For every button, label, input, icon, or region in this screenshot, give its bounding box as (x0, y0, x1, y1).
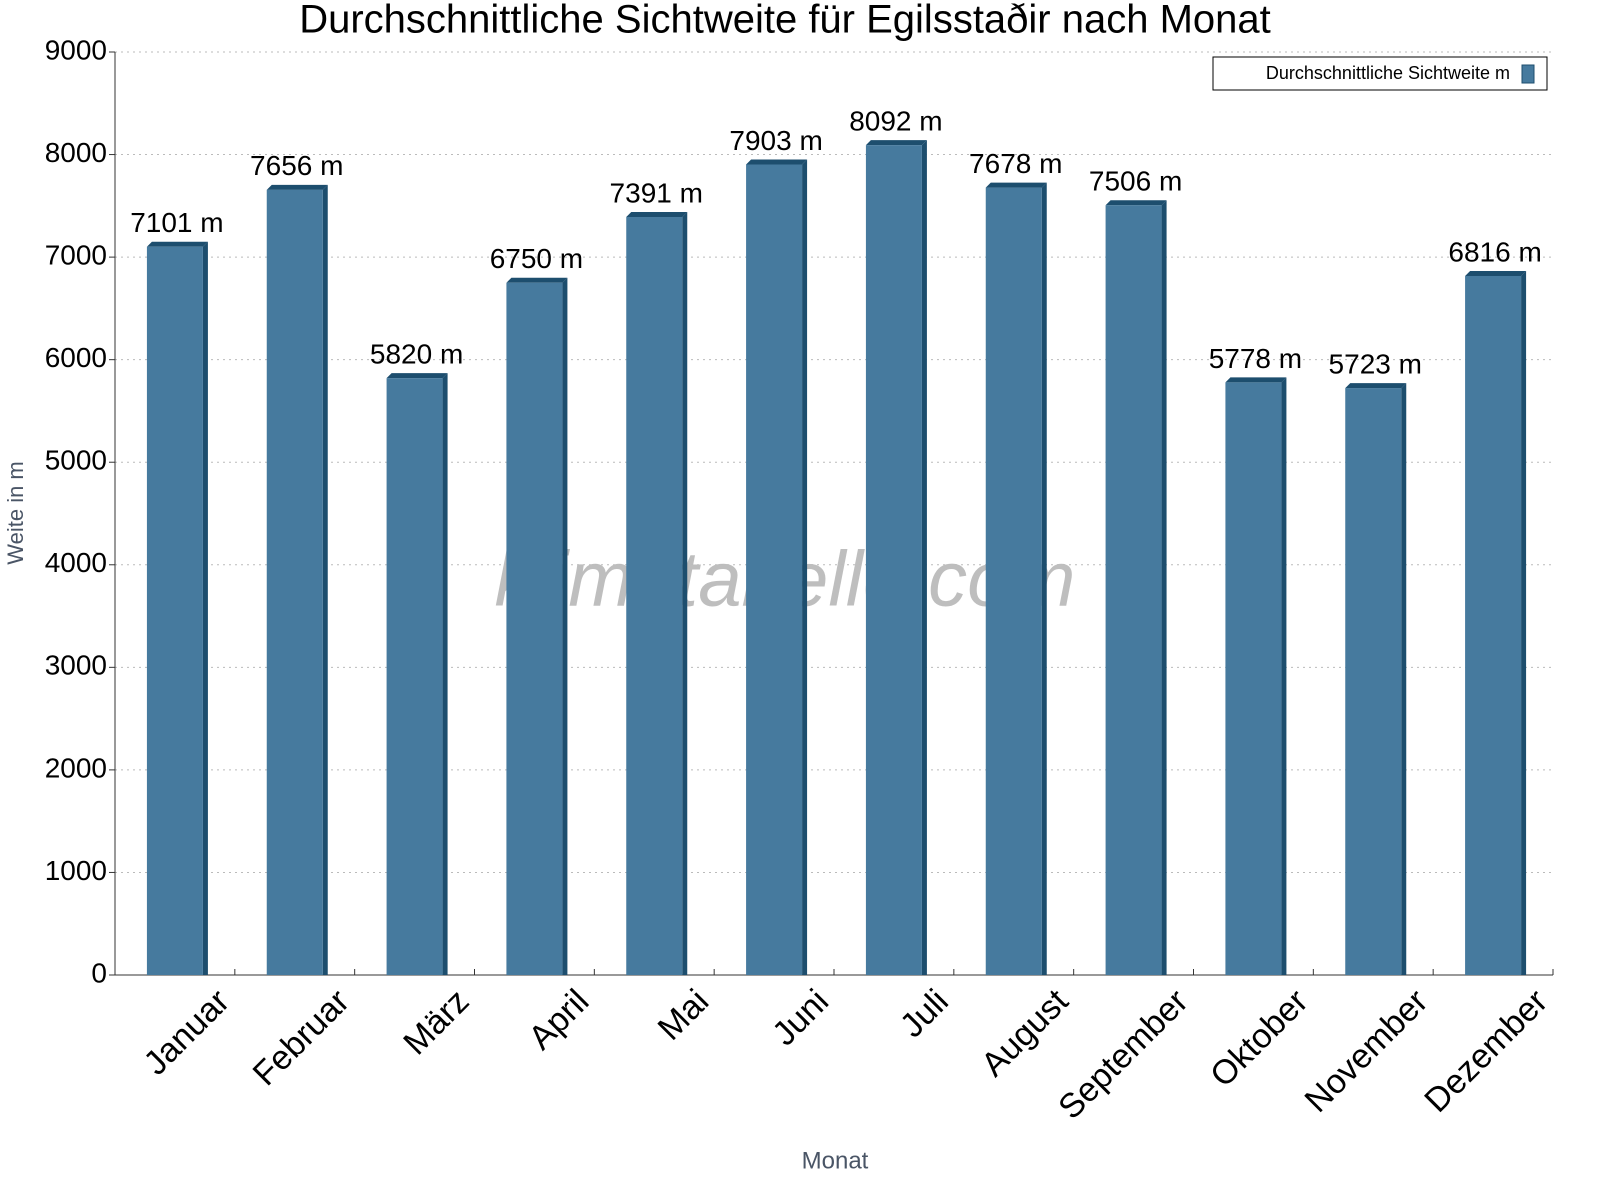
bar (746, 164, 803, 976)
bar (146, 246, 203, 976)
bar-side (1041, 182, 1047, 976)
y-tick-label: 3000 (45, 650, 107, 681)
bar-side (442, 373, 448, 975)
data-label: 7903 m (729, 125, 822, 156)
bar (1105, 205, 1162, 975)
bar-side (322, 184, 328, 976)
bar-side (1281, 377, 1287, 976)
bar-top (1465, 270, 1527, 276)
bar-top (746, 159, 808, 165)
bar (1345, 388, 1402, 975)
bar (626, 217, 683, 975)
y-tick-label: 7000 (45, 240, 107, 271)
bar-top (506, 277, 568, 283)
bar-side (1521, 270, 1527, 975)
y-tick-label: 6000 (45, 342, 107, 373)
bar-side (1401, 383, 1407, 975)
bar (266, 189, 323, 976)
data-label: 5778 m (1209, 343, 1302, 374)
data-label: 7678 m (969, 148, 1062, 179)
bar (985, 187, 1042, 976)
data-label: 7391 m (610, 177, 703, 208)
y-tick-label: 1000 (45, 855, 107, 886)
data-label: 7101 m (130, 207, 223, 238)
bar-side (682, 212, 688, 975)
bar-top (865, 140, 927, 146)
y-axis-label: Weite in m (3, 461, 28, 565)
bar (506, 282, 563, 975)
chart-title: Durchschnittliche Sichtweite für Egilsst… (299, 0, 1271, 42)
bar-side (921, 140, 927, 976)
y-tick-label: 0 (91, 957, 107, 988)
bar-top (266, 184, 328, 190)
bar-top (146, 241, 208, 247)
bar (1225, 382, 1282, 976)
data-label: 6750 m (490, 243, 583, 274)
bar (386, 378, 443, 975)
legend-box (1212, 56, 1548, 91)
bar-side (202, 241, 208, 976)
y-tick-label: 9000 (45, 34, 107, 65)
bar-top (386, 373, 448, 379)
y-tick-label: 2000 (45, 752, 107, 783)
bar (1465, 275, 1522, 975)
bar-top (1345, 383, 1407, 389)
bar (865, 145, 922, 976)
bar-top (626, 212, 688, 218)
legend-swatch (1521, 64, 1535, 84)
data-label: 8092 m (849, 106, 942, 137)
bar-side (1161, 200, 1167, 975)
legend-label: Durchschnittliche Sichtweite m (1266, 63, 1510, 83)
data-label: 5820 m (370, 339, 463, 370)
y-tick-label: 5000 (45, 445, 107, 476)
bar-top (1225, 377, 1287, 383)
y-tick-label: 4000 (45, 547, 107, 578)
data-label: 5723 m (1329, 348, 1422, 379)
bar-top (985, 182, 1047, 188)
x-axis-label: Monat (802, 1147, 869, 1174)
data-label: 6816 m (1448, 236, 1541, 267)
bar-top (1105, 200, 1167, 206)
y-tick-label: 8000 (45, 137, 107, 168)
data-label: 7656 m (250, 150, 343, 181)
data-label: 7506 m (1089, 166, 1182, 197)
bar-side (802, 159, 808, 976)
bar-side (562, 277, 568, 975)
